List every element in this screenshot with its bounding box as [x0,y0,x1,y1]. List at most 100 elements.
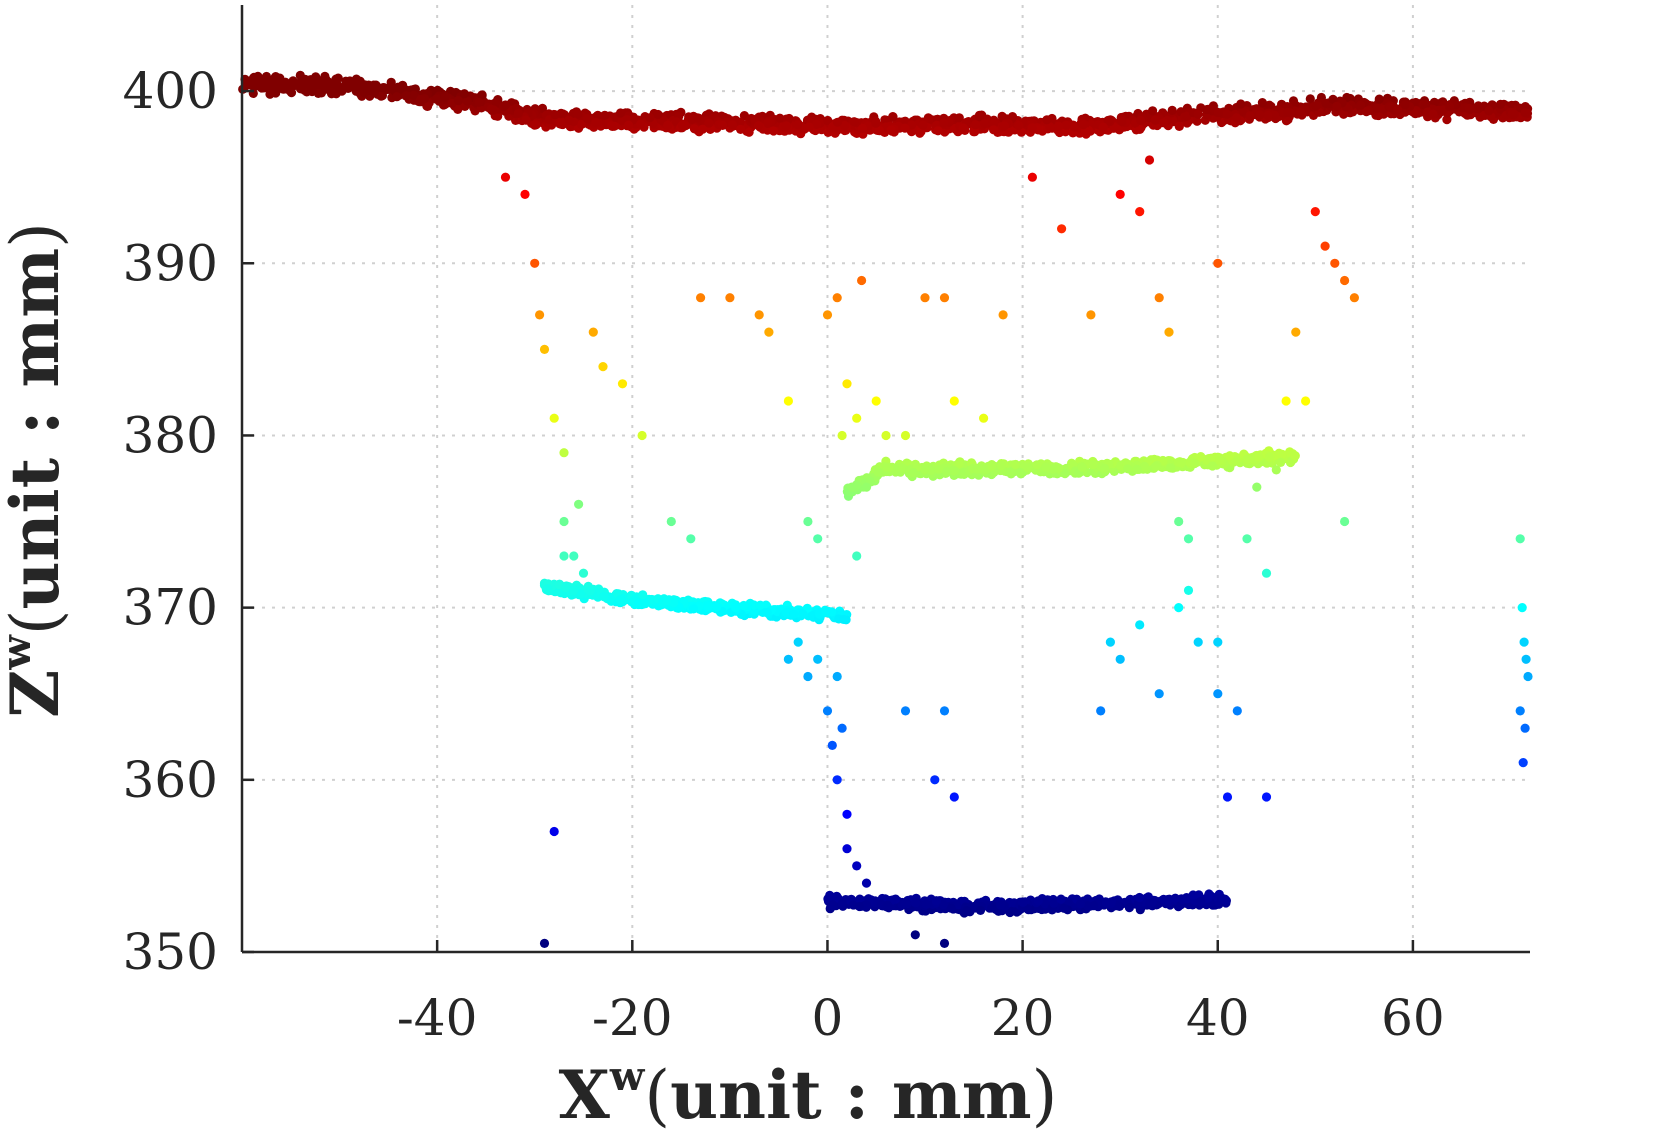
scattered-points-point [1174,603,1184,613]
scattered-points-point [1144,155,1155,165]
middle-step-point [615,595,625,605]
scattered-points-point [857,275,867,286]
top-surface-point [453,96,463,106]
top-surface-point [823,115,833,126]
upper-step-point [972,464,982,474]
scattered-points-point [1281,396,1291,406]
scattered-points-point [832,775,842,785]
middle-step-point [739,600,749,611]
scattered-points-point [832,671,842,682]
top-surface-point [970,127,980,137]
upper-step-point [942,467,952,477]
top-surface-point [974,112,985,122]
upper-step-point [1015,468,1025,478]
scattered-points-point [910,930,920,940]
top-surface-point [277,82,287,92]
scattered-points-point [1520,723,1530,733]
y-tick-label: 370 [123,579,218,637]
top-surface-point [262,79,272,90]
top-surface-point [1193,109,1203,119]
scattered-points-point [813,654,823,664]
scattered-points-point [1086,310,1096,320]
lower-step-point [1163,894,1173,905]
top-surface-point [477,90,487,100]
middle-step-point [755,600,765,610]
lower-step-point [827,900,838,910]
lower-step-point [1056,894,1066,904]
top-surface-point [1484,106,1494,116]
upper-step-point [1290,450,1300,461]
top-surface-point [1257,98,1267,108]
top-surface-point [335,82,345,93]
top-surface-point [653,109,663,120]
top-surface-point [459,89,469,99]
lower-step-point [1134,892,1145,903]
scattered-points-point [1213,689,1223,699]
top-surface-point [1222,109,1232,119]
top-surface-point [718,120,728,130]
top-surface-point [600,110,610,120]
top-surface-point [1509,109,1519,119]
top-surface-point [521,115,531,125]
top-surface-point [933,126,943,136]
scattered-points-point [837,430,847,441]
scattered-points-point [637,430,647,441]
upper-step-point [1274,450,1284,460]
scattered-points-point [1340,516,1350,527]
top-surface-point [247,81,257,91]
scattered-points-point [1183,534,1194,544]
top-surface-point [698,124,708,134]
top-surface-point [398,80,408,90]
scattered-points-point [1154,293,1164,303]
top-surface-point [1213,108,1223,118]
scattered-points-point [1519,637,1529,647]
scattered-points-point [847,482,857,492]
scattered-points-point [1105,637,1115,647]
top-surface-point [326,88,336,98]
top-surface-point [886,125,896,135]
scattered-points-point [783,396,794,406]
top-surface-point [728,120,738,130]
top-surface-point [624,120,634,130]
top-surface-point [989,125,999,135]
upper-step-point [1196,452,1206,462]
top-surface-point [474,97,484,107]
top-surface-point [871,118,881,128]
middle-step-point [781,608,792,618]
x-tick-label: 40 [1186,989,1250,1047]
top-surface-point [453,104,463,114]
top-surface-point [832,117,843,127]
top-surface-point [318,80,328,90]
upper-step-point [882,462,892,472]
scattered-points-point [813,534,823,544]
top-surface-point [689,124,700,134]
scattered-points-point [1027,172,1037,182]
top-surface-point [849,117,859,127]
top-surface-point [1098,122,1108,132]
lower-step-point [975,905,986,916]
middle-step-point [585,586,595,596]
y-tick-label: 350 [123,923,218,981]
top-surface-point [939,118,949,128]
top-surface-point [1167,105,1177,115]
top-surface-point [331,74,341,84]
upper-step-point [1176,458,1186,468]
scattered-points-point [998,310,1008,320]
scattered-points-point [930,775,940,785]
lower-step-point [938,900,949,910]
top-surface-point [970,120,981,130]
top-surface-point [1473,101,1483,111]
top-surface-point [980,118,990,129]
lower-step-point [986,903,997,913]
y-tick-label: 400 [123,62,218,120]
upper-step-point [1207,461,1218,471]
scattered-points-point [1301,396,1311,406]
top-surface-point [531,120,541,130]
scattered-points-point [569,585,579,596]
top-surface-point [1442,115,1452,125]
top-surface-point [550,110,560,120]
lower-step-point [911,898,921,908]
top-surface-point [1520,108,1530,118]
lower-step-point [946,903,956,913]
upper-step-point [1231,456,1241,466]
